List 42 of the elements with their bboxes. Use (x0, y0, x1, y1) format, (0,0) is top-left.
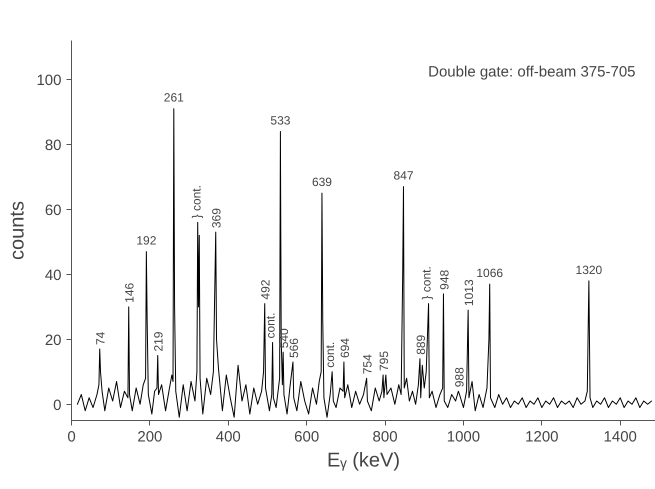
y-tick-label: 100 (36, 72, 62, 89)
annotation: 847 (393, 168, 414, 183)
y-tick-label: 40 (44, 266, 62, 284)
annotation: 146 (122, 282, 137, 303)
annotation: 1066 (476, 266, 504, 280)
annotation: 1320 (576, 262, 603, 277)
annotation: 74 (94, 331, 108, 346)
y-tick-label: 20 (44, 332, 62, 349)
annotation: 566 (286, 338, 301, 358)
annotation: 492 (258, 279, 273, 300)
text: Double gate: off-beam 375-705 (428, 64, 636, 80)
annotation: cont. (264, 312, 278, 339)
x-tick-label: 200 (137, 428, 162, 446)
annotation: 192 (136, 234, 157, 248)
x-tick-label: 1000 (446, 428, 480, 446)
annotation: 948 (437, 269, 452, 290)
annotation: cont. (323, 342, 338, 368)
annotation: } cont. (189, 185, 204, 218)
y-tick-label: 80 (44, 136, 62, 154)
annotation: 219 (152, 331, 166, 352)
annotation: 261 (164, 90, 184, 105)
annotation: 795 (377, 350, 392, 372)
x-tick-label: 400 (216, 428, 241, 446)
annotation: 533 (270, 113, 291, 128)
annotation: 694 (338, 338, 352, 358)
annotation: 988 (452, 366, 466, 388)
x-axis-title: Eᵧ (keV) (326, 450, 400, 472)
x-tick-label: 0 (67, 428, 76, 446)
y-tick-label: 60 (44, 202, 62, 219)
x-tick-label: 800 (372, 428, 398, 446)
x-tick-label: 1400 (604, 428, 637, 446)
annotation: } cont. (420, 266, 434, 300)
line-series (76, 108, 652, 418)
annotation: 889 (414, 334, 428, 355)
y-tick-label: 0 (53, 396, 62, 414)
annotation: 754 (360, 354, 375, 374)
annotation: 369 (210, 208, 224, 228)
y-axis-title: counts (6, 201, 28, 260)
annotation: 639 (312, 175, 332, 190)
annotation: 1013 (462, 279, 476, 306)
x-tick-label: 600 (294, 428, 320, 446)
x-tick-label: 1200 (525, 428, 559, 446)
